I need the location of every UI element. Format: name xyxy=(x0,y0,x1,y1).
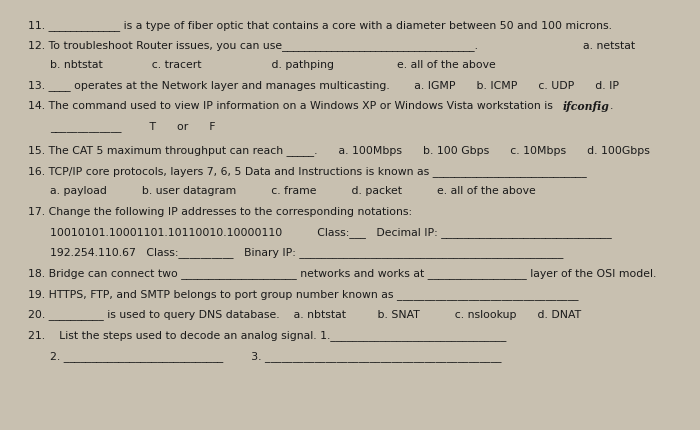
Text: 13. ____ operates at the Network layer and manages multicasting.       a. IGMP  : 13. ____ operates at the Network layer a… xyxy=(28,80,619,91)
Text: 10010101.10001101.10110010.10000110          Class:___   Decimal IP: ___________: 10010101.10001101.10110010.10000110 Clas… xyxy=(50,227,612,238)
Text: .: . xyxy=(610,101,613,111)
Text: b. nbtstat              c. tracert                    d. pathping               : b. nbtstat c. tracert d. pathping xyxy=(50,60,496,70)
Text: 20. __________ is used to query DNS database.    a. nbtstat         b. SNAT     : 20. __________ is used to query DNS data… xyxy=(28,309,581,320)
Text: 16. TCP/IP core protocols, layers 7, 6, 5 Data and Instructions is known as ____: 16. TCP/IP core protocols, layers 7, 6, … xyxy=(28,166,587,177)
Text: 2. _____________________________        3. _____________________________________: 2. _____________________________ 3. ____… xyxy=(50,351,501,362)
Text: 15. The CAT 5 maximum throughput can reach _____.      a. 100Mbps      b. 100 Gb: 15. The CAT 5 maximum throughput can rea… xyxy=(28,145,650,156)
Text: 17. Change the following IP addresses to the corresponding notations:: 17. Change the following IP addresses to… xyxy=(28,207,412,217)
Text: 19. HTTPS, FTP, and SMTP belongs to port group number known as _________________: 19. HTTPS, FTP, and SMTP belongs to port… xyxy=(28,289,578,300)
Text: 21.    List the steps used to decode an analog signal. 1._______________________: 21. List the steps used to decode an ana… xyxy=(28,330,506,341)
Text: 11. _____________ is a type of fiber optic that contains a core with a diameter : 11. _____________ is a type of fiber opt… xyxy=(28,20,612,31)
Text: 14. The command used to view IP information on a Windows XP or Windows Vista wor: 14. The command used to view IP informat… xyxy=(28,101,556,111)
Text: a. payload          b. user datagram          c. frame          d. packet       : a. payload b. user datagram c. frame d. … xyxy=(50,186,536,196)
Text: 18. Bridge can connect two _____________________ networks and works at _________: 18. Bridge can connect two _____________… xyxy=(28,268,657,279)
Text: 12. To troubleshoot Router issues, you can use__________________________________: 12. To troubleshoot Router issues, you c… xyxy=(28,40,635,51)
Text: 192.254.110.67   Class:__________   Binary IP: _________________________________: 192.254.110.67 Class:__________ Binary I… xyxy=(50,247,564,258)
Text: ifconfig: ifconfig xyxy=(563,101,610,112)
Text: _____________        T      or      F: _____________ T or F xyxy=(50,121,216,132)
